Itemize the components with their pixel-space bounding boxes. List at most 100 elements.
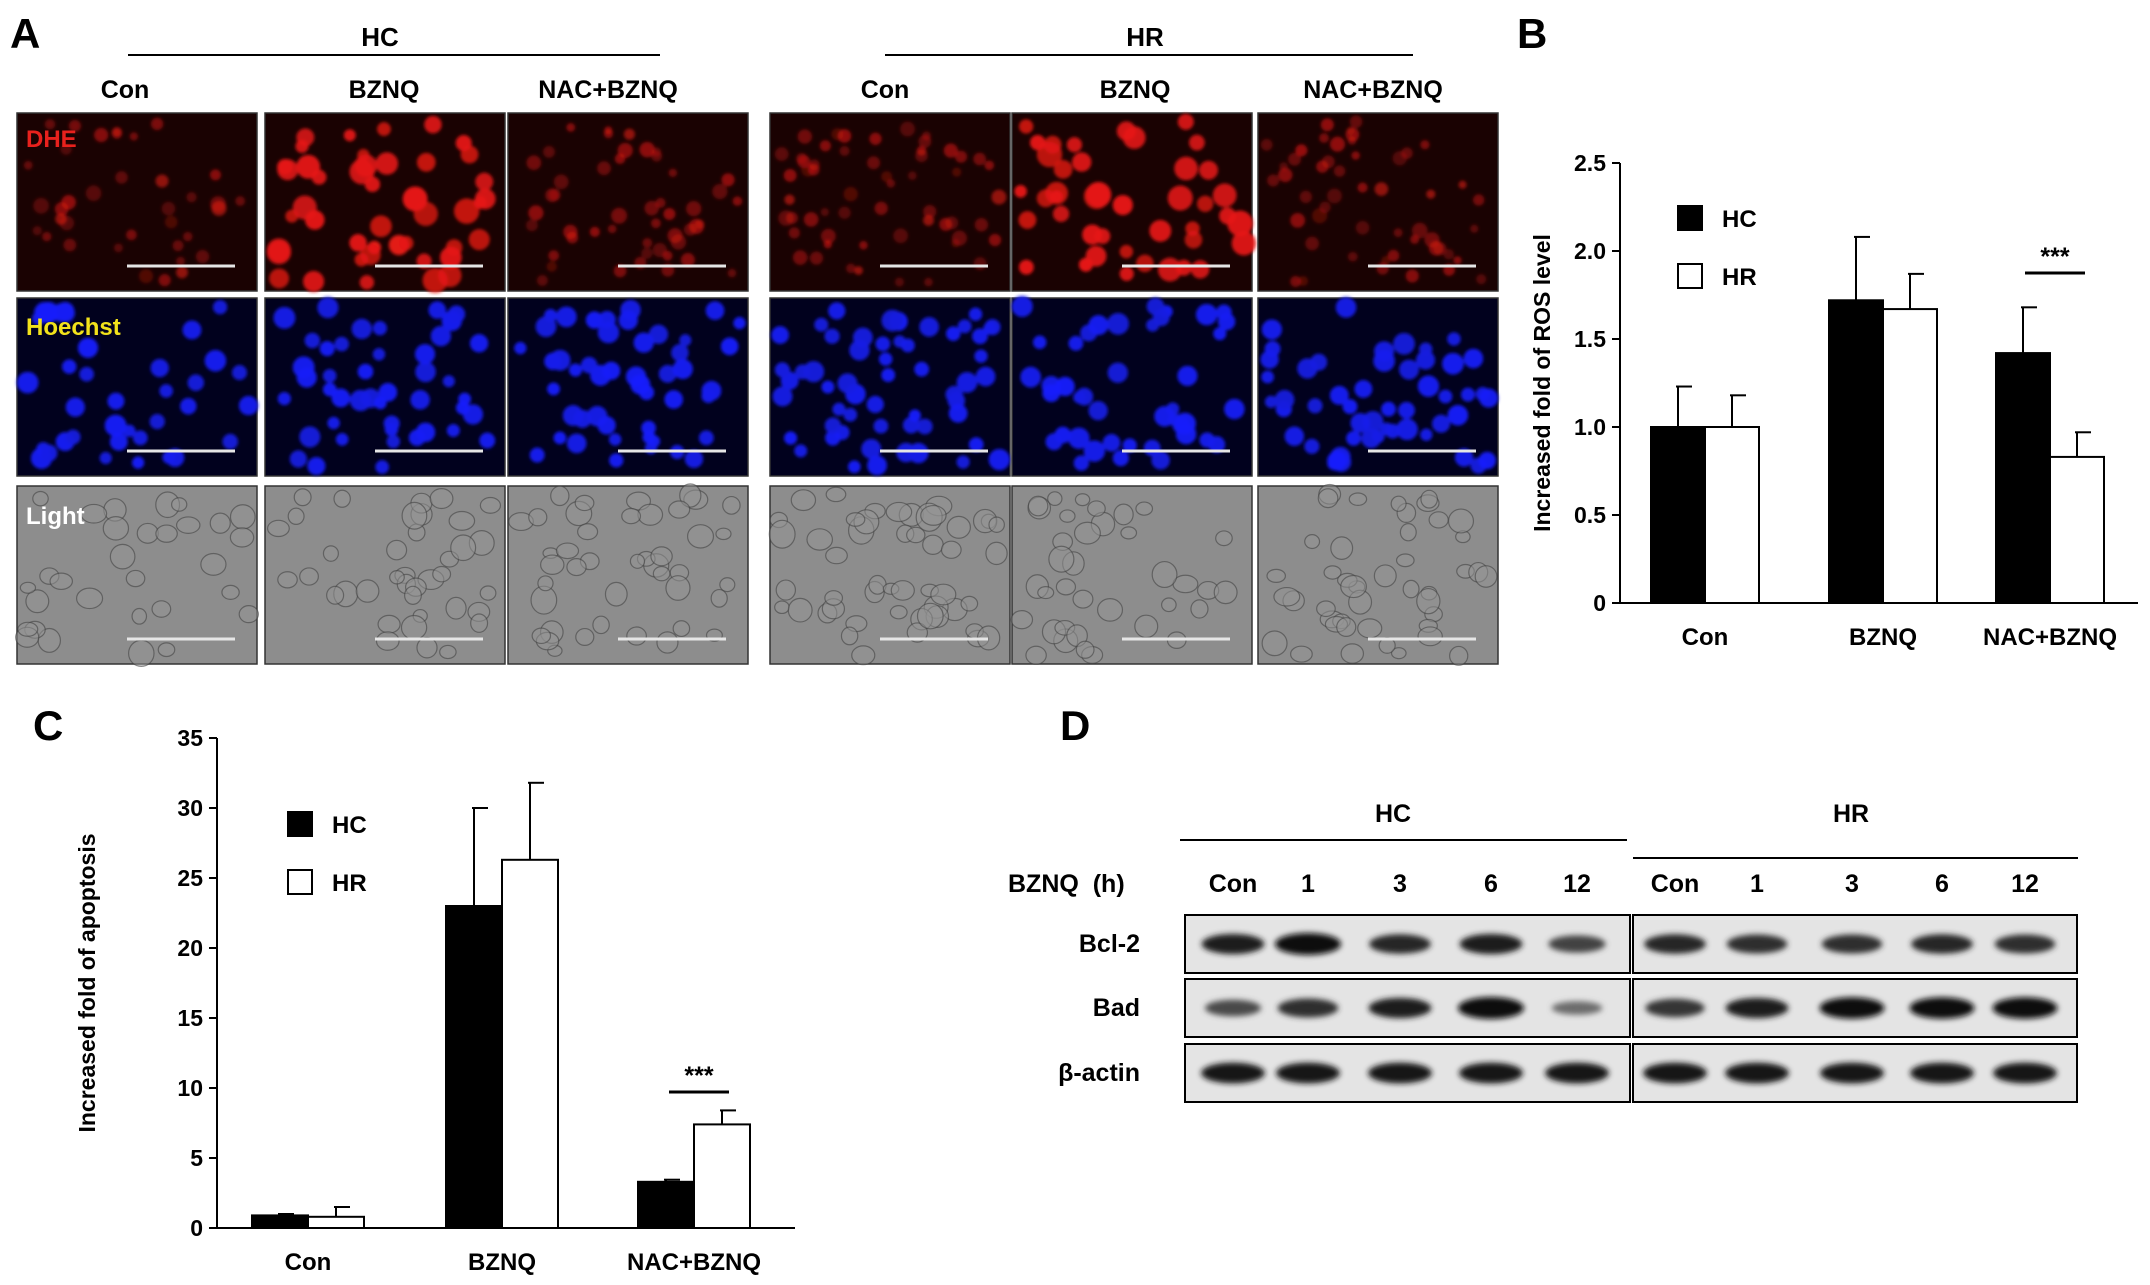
col-header-hr-bznq: BZNQ: [1100, 76, 1171, 104]
blot-band: [1368, 1062, 1432, 1084]
blot-band: [1645, 998, 1705, 1018]
blot-row-label: Bad: [1093, 994, 1140, 1022]
y-tick-label: 0: [1593, 590, 1606, 616]
micrograph-grid: [15, 112, 1499, 668]
legend-label-hr: HR: [1722, 264, 1757, 291]
blot-group-hc: HC: [1375, 800, 1411, 828]
group-label-hc: HC: [361, 22, 399, 52]
y-tick-label: 25: [177, 865, 203, 891]
panel-a: A HC HR Con BZNQ NAC+BZNQ Con BZNQ NAC+B…: [10, 10, 1499, 668]
legend-swatch-hc: [1677, 205, 1703, 231]
blot-band: [1820, 1062, 1884, 1084]
blot-time-label: BZNQ (h): [1008, 870, 1125, 898]
blot-lane-label: 12: [1563, 870, 1591, 898]
blot-band: [1819, 997, 1885, 1019]
panel-c-letter: C: [33, 702, 63, 749]
legend-swatch-hr: [287, 869, 313, 895]
blot-band: [1643, 1062, 1707, 1084]
y-axis-label: Increased fold of apoptosis: [74, 833, 100, 1132]
x-category-label: Con: [1682, 624, 1729, 651]
micrograph-tile: [16, 112, 258, 292]
blot-band: [1994, 934, 2056, 954]
y-tick-label: 0.5: [1574, 502, 1606, 528]
micrograph-tile: [1011, 112, 1257, 292]
panel-b: B 0 0.5 1.0 1.5 2.0 2.5 Increased fold of ROS …: [1517, 10, 2138, 651]
blot-lane-label: 3: [1393, 870, 1407, 898]
bar-hc-0: [251, 1214, 309, 1230]
blot-lane-label: 12: [2011, 870, 2039, 898]
blot-band: [1910, 1062, 1974, 1084]
row-label-dhe: DHE: [26, 126, 77, 153]
y-tick-label: 35: [177, 725, 203, 751]
blot-lane-label: Con: [1651, 870, 1700, 898]
legend-label-hr: HR: [332, 870, 367, 897]
y-tick-label: 1.0: [1574, 414, 1606, 440]
blot-band: [1725, 1062, 1789, 1084]
micrograph-tile: [1011, 295, 1253, 477]
micrograph-tile: [768, 485, 1011, 666]
blot-lane-label: 1: [1750, 870, 1764, 898]
blot-band: [1726, 934, 1788, 954]
blot-band: [1548, 935, 1606, 953]
panel-b-letter: B: [1517, 10, 1547, 57]
blot-row-label: β-actin: [1058, 1059, 1140, 1087]
blot-band: [1725, 997, 1789, 1019]
y-tick-label: 30: [177, 795, 203, 821]
x-category-label: NAC+BZNQ: [1983, 624, 2117, 651]
blot-band: [1644, 934, 1706, 954]
legend-swatch-hr: [1677, 263, 1703, 289]
bar-hr-1: [1882, 308, 1938, 604]
blot-lane-label: 6: [1935, 870, 1949, 898]
blot-band: [1459, 1062, 1523, 1084]
col-header-hr-nac-bznq: NAC+BZNQ: [1303, 76, 1443, 104]
panel-d-letter: D: [1060, 702, 1090, 749]
significance-marker: ***: [684, 1062, 713, 1090]
bar-hr-1: [501, 858, 559, 1229]
blot-lane-label: Con: [1209, 870, 1258, 898]
bar-hc-2: [1995, 352, 2051, 604]
col-header-hc-bznq: BZNQ: [349, 76, 420, 104]
blot-band: [1992, 997, 2058, 1019]
y-tick-label: 0: [190, 1215, 203, 1241]
col-header-hr-con: Con: [861, 76, 910, 104]
blot-band: [1909, 997, 1975, 1019]
panel-a-letter: A: [10, 10, 40, 57]
micrograph-tile: [507, 112, 749, 292]
blot-band: [1821, 934, 1883, 954]
micrograph-tile: [1257, 483, 1499, 666]
ros-chart: 0 0.5 1.0 1.5 2.0 2.5 Increased fold of ROS le…: [1529, 150, 2138, 651]
micrograph-tile: [15, 485, 260, 668]
blot-lane-label: 1: [1301, 870, 1315, 898]
legend-label-hc: HC: [1722, 206, 1757, 233]
micrograph-tile: [507, 297, 749, 477]
x-category-label: BZNQ: [1849, 624, 1917, 651]
bar-hr-2: [2049, 455, 2105, 605]
micrograph-tile: [1010, 485, 1253, 665]
bar-hr-2: [693, 1123, 751, 1230]
micrograph-tile: [264, 485, 506, 665]
legend-label-hc: HC: [332, 812, 367, 839]
x-category-label: BZNQ: [468, 1249, 536, 1276]
bar-hc-2: [637, 1180, 695, 1230]
x-category-label: NAC+BZNQ: [627, 1249, 761, 1276]
bar-hr-0: [307, 1215, 365, 1230]
bar-hc-0: [1650, 426, 1706, 604]
blot-band: [1993, 1062, 2057, 1084]
legend-swatch-hc: [287, 811, 313, 837]
micrograph-tile: [1257, 297, 1499, 477]
blot-band: [1545, 1062, 1609, 1084]
blot-band: [1276, 1062, 1340, 1084]
col-header-hc-nac-bznq: NAC+BZNQ: [538, 76, 678, 104]
blot-band: [1911, 934, 1973, 954]
panel-d: D HC HR BZNQ (h) Con 1 3 6 12 Con 1 3 6 12 Bcl-2 Ba…: [1008, 702, 2078, 1103]
blot-band: [1201, 933, 1265, 955]
blot-band: [1369, 934, 1431, 954]
micrograph-tile: [264, 112, 506, 294]
x-category-label: Con: [285, 1249, 332, 1276]
blot-band: [1551, 1001, 1603, 1015]
micrograph-tile: [16, 297, 259, 477]
blot-lane-label: 3: [1845, 870, 1859, 898]
bar-hr-0: [1704, 426, 1760, 604]
y-tick-label: 5: [190, 1145, 203, 1171]
